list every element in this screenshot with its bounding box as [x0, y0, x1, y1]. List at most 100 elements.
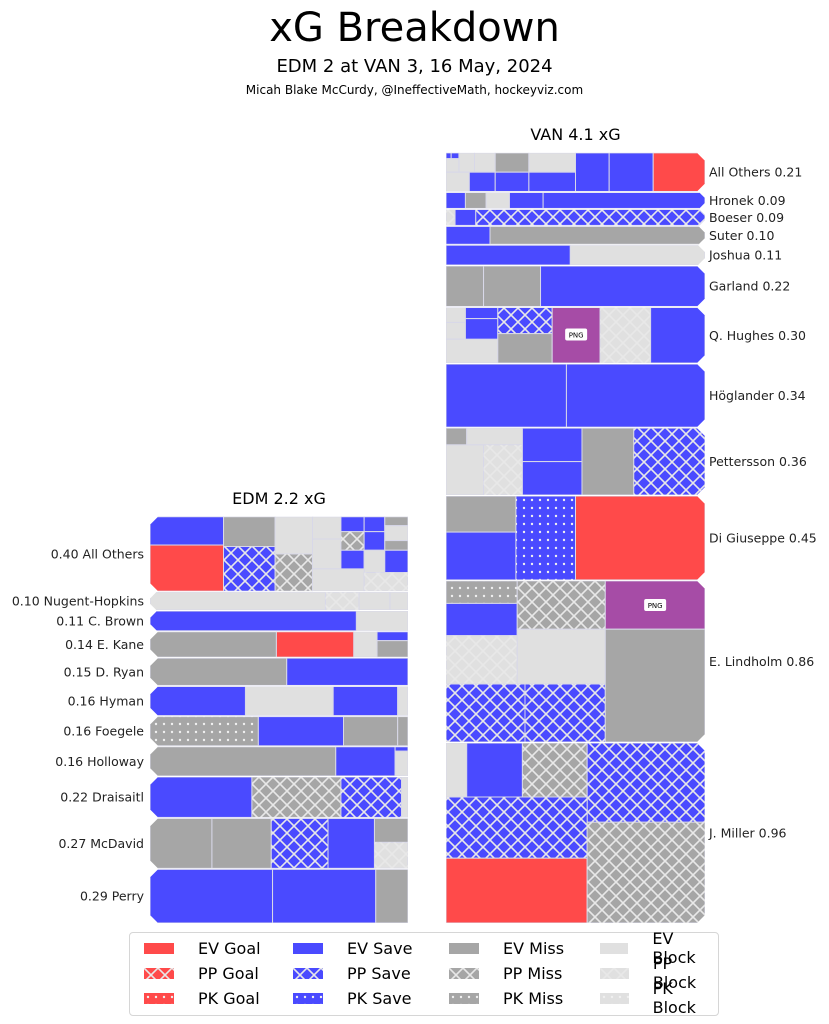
legend-item: PK Miss: [449, 987, 563, 1009]
shot-block-miss-ev: [384, 516, 408, 527]
player-row: J. Miller 0.96: [446, 743, 787, 923]
player-label: E. Lindholm 0.86: [709, 654, 814, 669]
panel-title: EDM 2.2 xG: [232, 489, 326, 508]
player-label: Di Giuseppe 0.45: [709, 530, 817, 545]
shot-block-save-ev: [446, 364, 567, 428]
author-credit: Micah Blake McCurdy, @IneffectiveMath, h…: [245, 83, 584, 97]
shot-block-save-ev: [384, 549, 408, 574]
shot-block-save-ev: [340, 516, 365, 533]
player-label: 0.29 Perry: [80, 889, 145, 904]
shot-block-block-ev: [358, 592, 391, 611]
player-label: Garland 0.22: [709, 279, 790, 294]
xg-treemap-chart: EDM 2.2 xG 0.40 All Others 0.10 Nugent-Hop…: [12, 125, 817, 923]
shot-block-save-ev: [363, 531, 386, 551]
player-row: 0.29 Perry: [80, 869, 408, 923]
shot-block-save-ev: [150, 869, 274, 923]
shot-block-block-ev: [355, 611, 408, 631]
pp-hatch: [633, 428, 705, 496]
shot-block-block-ev: [446, 743, 468, 798]
shot-block-save-ev: [446, 531, 517, 580]
pp-hatch: [517, 580, 606, 630]
legend-label: EV Goal: [198, 938, 261, 958]
pp-hatch: [446, 797, 588, 859]
shot-block-save-ev: [464, 307, 499, 320]
shot-block-block-ev: [401, 776, 408, 818]
shot-block-goal-ev: [575, 496, 705, 580]
chart-legend: EV Goal PP Goal PK Goal EV Save PP Save PK Sa…: [129, 929, 719, 1017]
pp-hatch: [340, 776, 402, 818]
shot-block-save-ev: [394, 746, 408, 752]
shot-block-save-ev: [446, 602, 518, 637]
shot-block-block-ev: [312, 516, 342, 540]
legend-item: PP Miss: [449, 962, 562, 984]
player-row: 0.16 Foegele: [63, 716, 408, 746]
pk-hatch: [150, 716, 259, 746]
legend-swatch-save-pk: [293, 992, 323, 1004]
shot-block-block-ev: [397, 686, 408, 716]
legend-label: PK Block: [652, 979, 696, 1017]
pp-hatch: [223, 546, 276, 592]
player-row: 0.22 Draisaitl: [60, 776, 408, 818]
shot-block-miss-ev: [150, 631, 277, 658]
panel-title: VAN 4.1 xG: [530, 125, 620, 144]
player-row: Pettersson 0.36: [446, 428, 807, 496]
player-row: Suter 0.10: [446, 226, 774, 245]
pp-hatch: [600, 307, 651, 364]
shot-block-block-ev: [446, 444, 485, 496]
shot-block-save-ev: [528, 171, 577, 192]
shot-block-block-ev: [353, 631, 378, 658]
shot-block-block-ev: [466, 428, 523, 446]
shot-block-goal-ev: [652, 152, 705, 192]
pp-hatch: [446, 209, 456, 226]
legend-swatch-block-pk: [600, 992, 629, 1004]
player-row: PNG Q. Hughes 0.30: [446, 307, 806, 364]
shot-block-miss-ev: [373, 818, 408, 843]
chart-title: xG Breakdown: [269, 5, 560, 51]
shot-block-save-ev: [335, 746, 396, 776]
shot-block-miss-ev: [497, 333, 553, 364]
shot-block-save-ev: [466, 743, 523, 798]
shot-block-miss-ev: [494, 152, 530, 173]
player-row: 0.10 Nugent-Hopkins: [12, 592, 408, 611]
legend-swatch-block-ev: [600, 942, 629, 954]
png-badge-text: PNG: [648, 602, 663, 610]
legend-item: PK Block: [600, 979, 718, 1017]
player-row: 0.11 C. Brown: [56, 611, 408, 631]
shot-block-miss-ev: [150, 746, 337, 776]
png-badge: [565, 328, 588, 341]
player-label: 0.15 D. Ryan: [64, 664, 144, 679]
shot-block-block-ev: [312, 538, 342, 570]
legend-item: PP Goal: [144, 962, 259, 984]
shot-block-miss-ev: [343, 716, 399, 746]
pp-hatch: [497, 307, 553, 334]
shot-block-miss-ev: [446, 428, 468, 446]
player-row: 0.14 E. Kane: [65, 631, 408, 658]
shot-block-block-ev: [446, 307, 466, 323]
shot-block-block-ev: [384, 525, 408, 542]
player-label: Suter 0.10: [709, 228, 774, 243]
legend-label: PP Goal: [198, 963, 259, 983]
player-row: Di Giuseppe 0.45: [446, 496, 817, 580]
shot-block-save-ev: [150, 776, 253, 818]
shot-block-save-ev: [454, 209, 477, 226]
legend-swatch-block-pp: [600, 967, 629, 979]
shot-block-save-ev: [376, 631, 408, 642]
shot-block-save-ev: [542, 192, 705, 209]
legend-swatch-goal-ev: [144, 942, 174, 954]
shot-block-block-ev: [389, 592, 408, 611]
shot-block-miss-ev: [150, 818, 213, 869]
shot-block-block-ev: [150, 592, 326, 611]
player-row: PNG E. Lindholm 0.86: [446, 580, 814, 743]
shot-block-miss-ev: [384, 540, 408, 551]
shot-block-save-ev: [450, 152, 460, 160]
pp-hatch: [325, 592, 359, 611]
shot-block-miss-ev: [223, 516, 276, 548]
shot-block-block-ev: [516, 628, 606, 685]
game-subtitle: EDM 2 at VAN 3, 16 May, 2024: [276, 56, 553, 77]
legend-item: PK Save: [293, 987, 412, 1009]
shot-block-save-ev: [650, 307, 705, 364]
shot-block-miss-ev: [446, 266, 485, 307]
pp-hatch: [587, 743, 705, 823]
shot-block-save-ev: [494, 171, 530, 192]
shot-block-miss-ev: [397, 716, 408, 746]
